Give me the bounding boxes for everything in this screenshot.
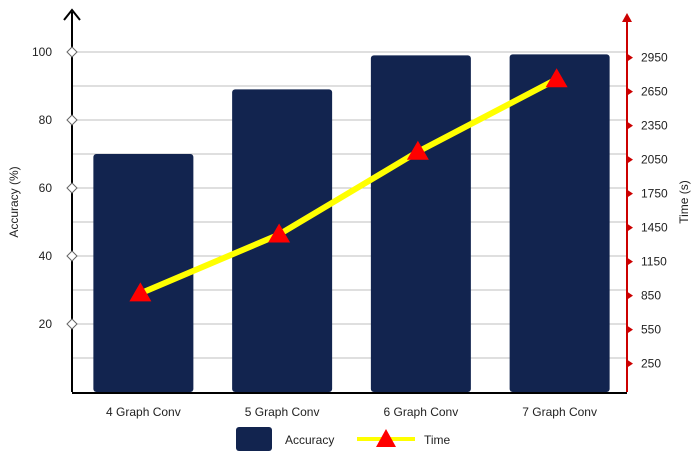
right-tick-mark-icon bbox=[627, 87, 633, 96]
left-tick-mark-icon bbox=[66, 250, 78, 262]
time-marker bbox=[268, 223, 291, 243]
right-tick-mark-icon bbox=[627, 359, 633, 368]
left-tick-label: 100 bbox=[32, 45, 52, 59]
left-tick-label: 80 bbox=[39, 113, 53, 127]
x-tick-label: 7 Graph Conv bbox=[522, 405, 597, 419]
right-tick-label: 2950 bbox=[641, 51, 668, 65]
legend-accuracy-label: Accuracy bbox=[285, 433, 334, 447]
right-tick-label: 850 bbox=[641, 289, 661, 303]
right-tick-mark-icon bbox=[627, 223, 633, 232]
accuracy-bar bbox=[370, 55, 471, 393]
legend: Accuracy Time bbox=[236, 427, 451, 451]
x-tick-label: 5 Graph Conv bbox=[245, 405, 320, 419]
right-tick-label: 2050 bbox=[641, 153, 668, 167]
left-axis-arrow-icon bbox=[63, 8, 81, 21]
right-tick-mark-icon bbox=[627, 53, 633, 62]
right-tick-label: 550 bbox=[641, 323, 661, 337]
left-tick-mark-icon bbox=[66, 318, 78, 330]
right-axis-ticks: 250 550 850 1150 1450 1750 2050 2350 2650 2950 bbox=[627, 51, 668, 371]
right-tick-label: 250 bbox=[641, 357, 661, 371]
legend-time-marker-icon bbox=[376, 429, 396, 447]
accuracy-bar bbox=[509, 54, 610, 392]
left-tick-mark-icon bbox=[66, 114, 78, 126]
right-tick-mark-icon bbox=[627, 257, 633, 266]
left-tick-label: 60 bbox=[39, 181, 53, 195]
right-axis-title: Time (s) bbox=[677, 180, 691, 224]
right-tick-mark-icon bbox=[627, 121, 633, 130]
right-tick-mark-icon bbox=[627, 325, 633, 334]
time-series bbox=[129, 68, 568, 302]
left-tick-mark-icon bbox=[66, 182, 78, 194]
left-tick-mark-icon bbox=[66, 46, 78, 58]
right-tick-mark-icon bbox=[627, 189, 633, 198]
time-marker bbox=[545, 68, 568, 88]
right-tick-label: 1150 bbox=[641, 255, 667, 269]
right-tick-mark-icon bbox=[627, 291, 633, 300]
x-tick-label: 6 Graph Conv bbox=[384, 405, 459, 419]
right-tick-label: 1750 bbox=[641, 187, 668, 201]
legend-accuracy-swatch bbox=[236, 427, 272, 451]
bar-series bbox=[93, 54, 610, 393]
left-tick-label: 20 bbox=[39, 317, 53, 331]
left-tick-label: 40 bbox=[39, 249, 53, 263]
right-tick-label: 1450 bbox=[641, 221, 668, 235]
time-line bbox=[137, 76, 560, 297]
legend-time-label: Time bbox=[424, 433, 451, 447]
time-marker bbox=[129, 282, 152, 302]
x-axis-labels: 4 Graph Conv 5 Graph Conv 6 Graph Conv 7 Gr… bbox=[106, 405, 597, 419]
right-tick-mark-icon bbox=[627, 155, 633, 164]
right-tick-label: 2650 bbox=[641, 85, 668, 99]
x-tick-label: 4 Graph Conv bbox=[106, 405, 181, 419]
accuracy-bar bbox=[93, 154, 194, 392]
right-axis-arrow-icon bbox=[622, 13, 632, 22]
right-tick-label: 2350 bbox=[641, 119, 668, 133]
left-axis-title: Accuracy (%) bbox=[7, 166, 21, 237]
left-axis-ticks: 20 40 60 80 100 bbox=[32, 45, 78, 331]
time-marker bbox=[406, 140, 429, 160]
